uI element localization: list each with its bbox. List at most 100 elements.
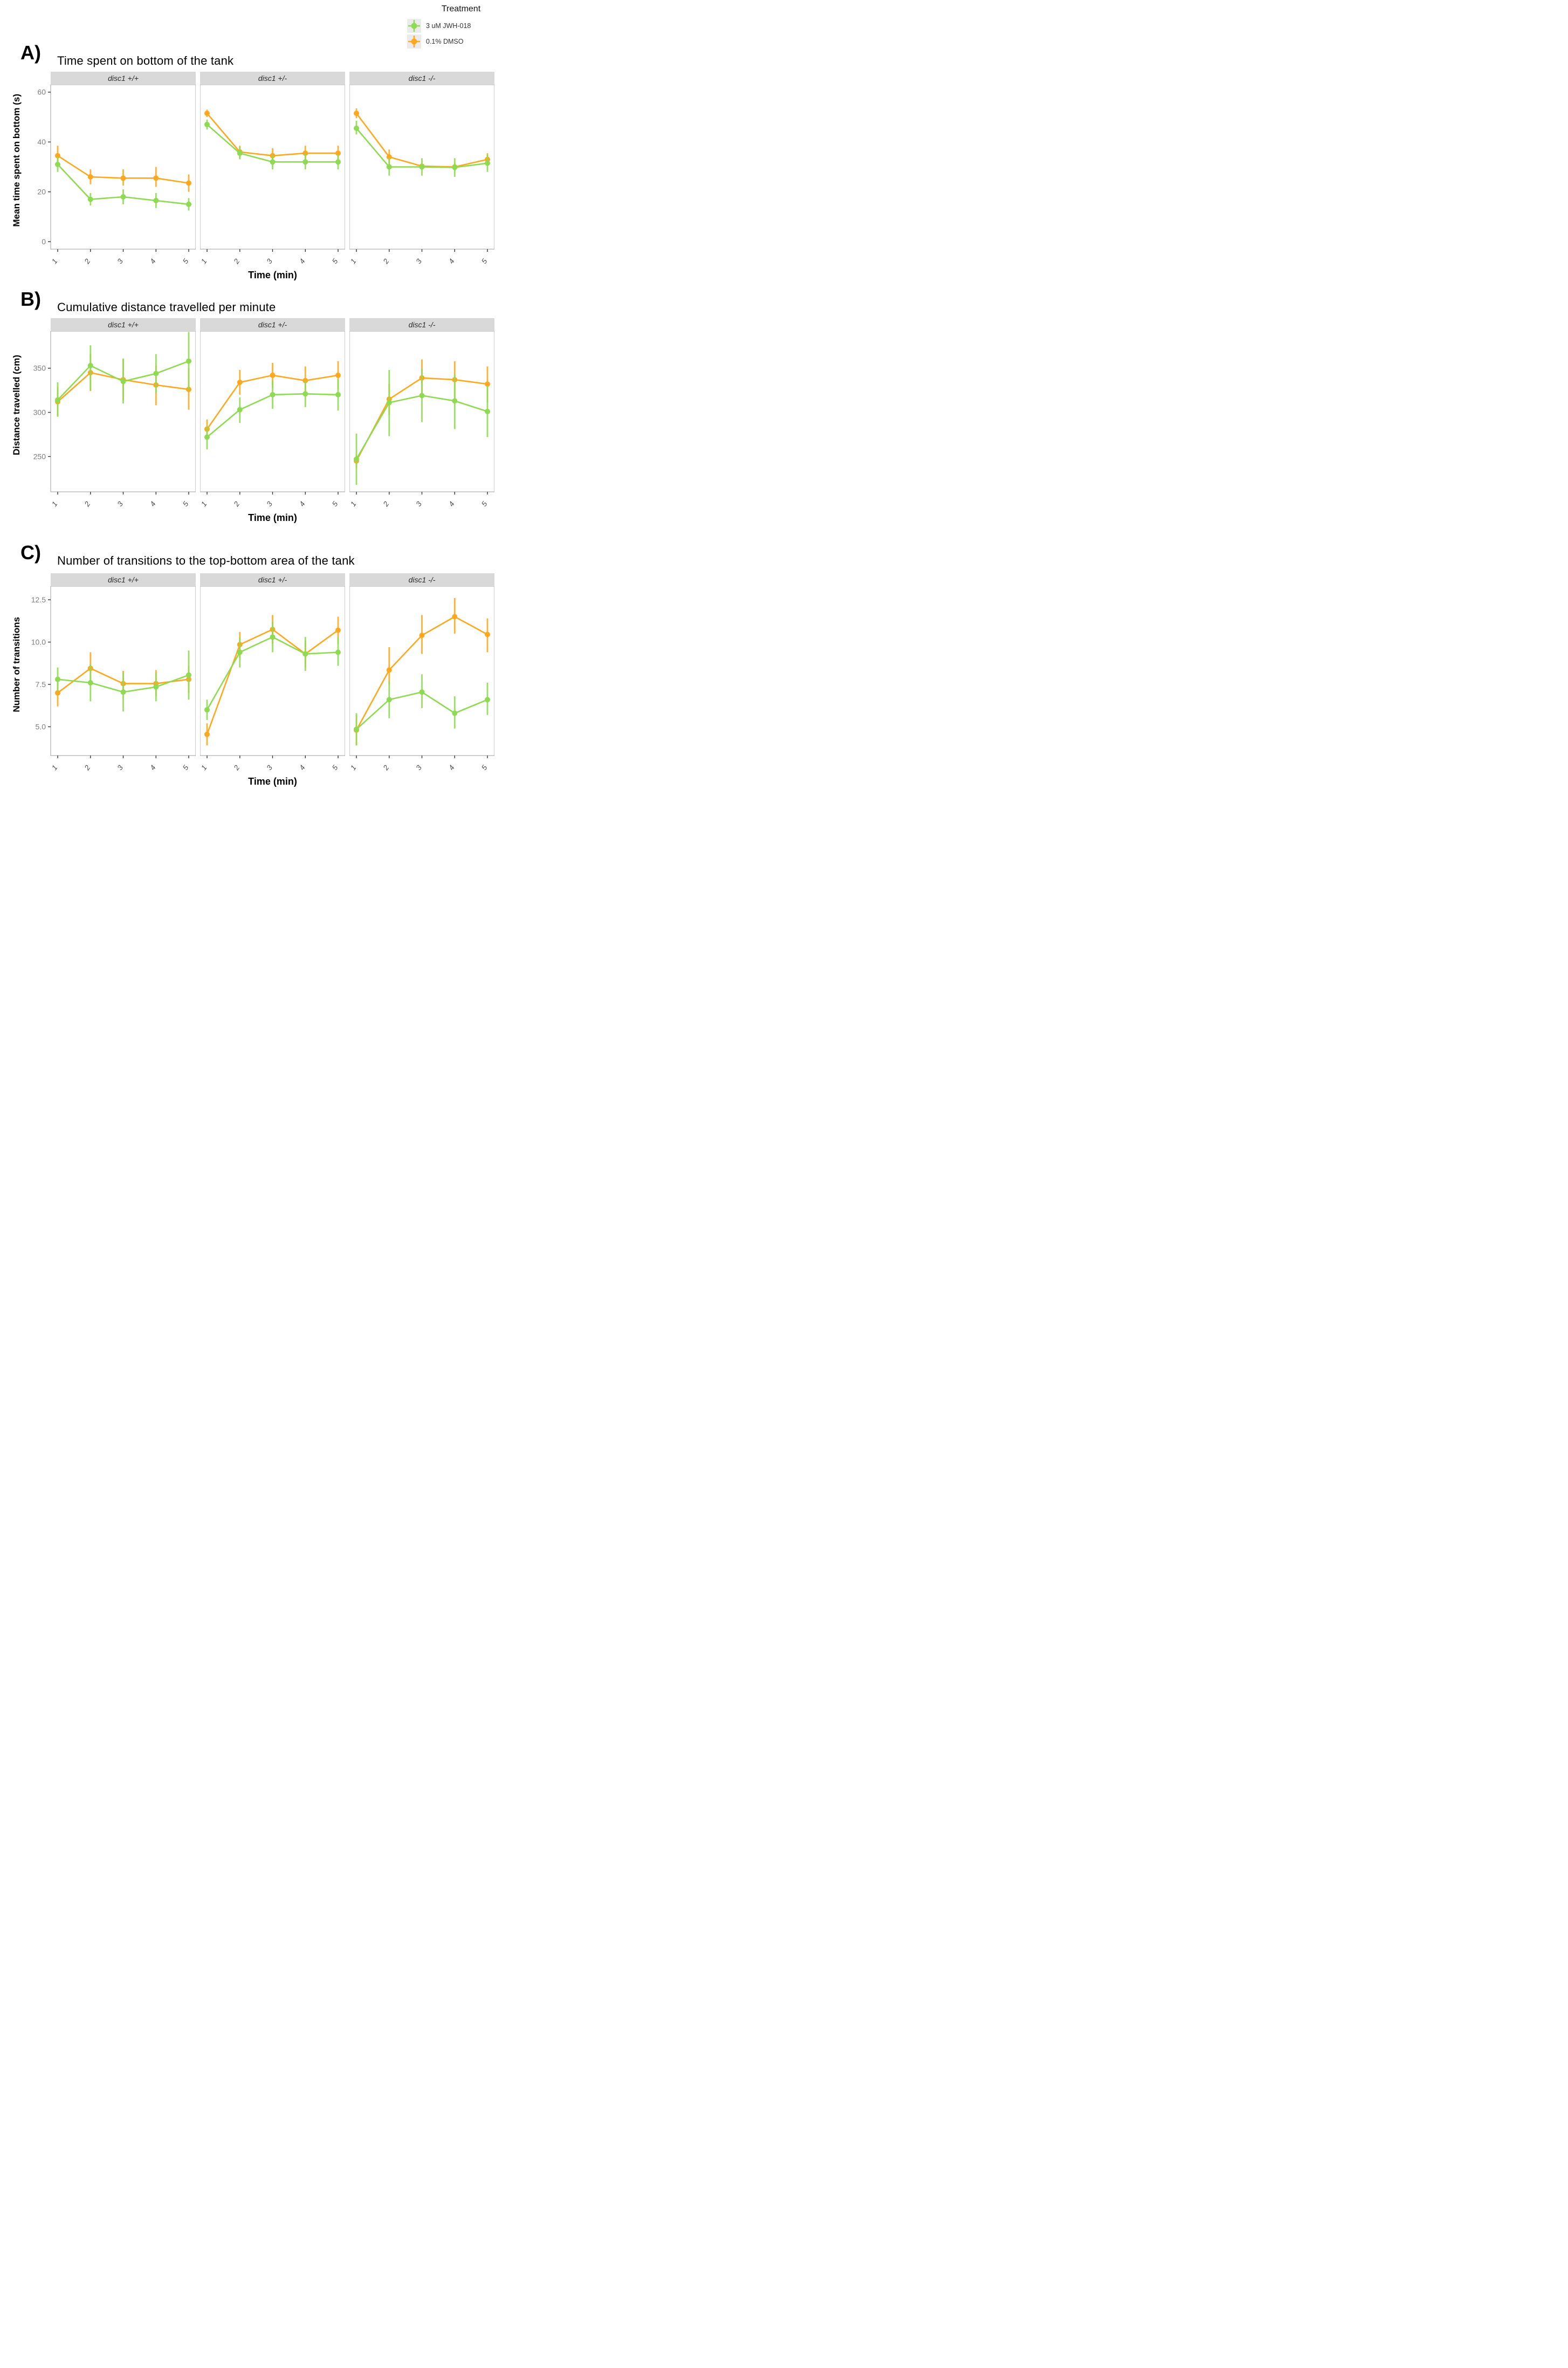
data-point — [186, 180, 191, 186]
x-tick-label: 5 — [181, 257, 190, 265]
facet-plot: 1 2 3 4 5 — [349, 586, 494, 772]
x-tick-label: 5 — [181, 500, 190, 508]
data-point — [452, 164, 458, 170]
facet-plot: 1 2 3 4 5 — [200, 331, 345, 509]
data-point — [335, 627, 341, 633]
x-tick-label: 2 — [232, 257, 241, 266]
plot-area — [349, 586, 494, 756]
data-point — [237, 649, 243, 655]
y-tick-label: 7.5 — [36, 680, 46, 689]
panel-c-head: C) Number of transitions to the top-bott… — [0, 543, 522, 569]
panel-c-label: C) — [20, 541, 41, 564]
data-point — [237, 380, 243, 385]
data-point — [485, 409, 490, 414]
facet: disc1 +/- 1 2 3 4 5 — [200, 573, 345, 774]
x-tick-label: 1 — [50, 500, 59, 508]
data-point — [120, 379, 126, 385]
data-point — [386, 164, 392, 170]
legend-point — [411, 23, 417, 29]
facet: disc1 +/- 1 2 3 4 5 — [200, 318, 345, 510]
facet-strip: disc1 +/+ — [51, 318, 196, 331]
panel-c-x-axis-title: Time (min) — [248, 776, 297, 787]
legend-title: Treatment — [441, 4, 481, 13]
x-tick-label: 1 — [349, 257, 357, 265]
facet-plot: 250 300 350 1 2 3 4 5 — [33, 331, 196, 509]
facet: disc1 +/+ 250 300 350 1 2 3 4 5 — [25, 318, 196, 510]
x-tick-label: 2 — [232, 764, 241, 772]
data-point — [485, 381, 490, 387]
facet-strip: disc1 +/+ — [51, 573, 196, 586]
x-tick-label: 3 — [265, 500, 274, 508]
data-point — [302, 651, 308, 657]
figure: Treatment 3 uM JWH-018 0.1% DMSO A) Time… — [0, 0, 522, 790]
y-tick-label: 60 — [37, 88, 46, 97]
x-tick-label: 5 — [331, 257, 340, 265]
x-tick-label: 3 — [414, 500, 423, 508]
facet-strip: disc1 +/- — [200, 72, 345, 85]
data-point — [270, 159, 276, 165]
data-point — [237, 150, 243, 156]
y-tick-label: 300 — [33, 408, 46, 416]
legend-item: 3 uM JWH-018 — [407, 19, 515, 33]
x-tick-label: 4 — [298, 257, 307, 265]
data-point — [302, 391, 308, 397]
facet: disc1 -/- 1 2 3 4 5 — [349, 72, 494, 267]
data-point — [419, 689, 425, 695]
x-tick-label: 2 — [381, 257, 390, 266]
errorbar-point-icon — [407, 35, 421, 49]
data-point — [270, 634, 276, 640]
x-tick-label: 5 — [331, 764, 340, 772]
panel-b-label: B) — [20, 288, 41, 310]
x-tick-label: 3 — [265, 764, 274, 772]
panel-c-title: Number of transitions to the top-bottom … — [57, 554, 355, 567]
data-point — [153, 370, 159, 376]
panel-b-x-axis-title: Time (min) — [248, 512, 297, 523]
facet-plot: 0 20 40 60 1 2 3 4 5 — [37, 85, 196, 266]
plot-area — [50, 85, 196, 250]
panel-c: C) Number of transitions to the top-bott… — [0, 543, 522, 787]
panel-a-y-axis-title: Mean time spent on bottom (s) — [11, 94, 22, 227]
data-point — [204, 731, 210, 737]
legend: Treatment 3 uM JWH-018 0.1% DMSO — [407, 4, 515, 50]
panel-a-body: Mean time spent on bottom (s) disc1 +/+ … — [0, 72, 522, 267]
facet-plot: 5.0 7.5 10.0 12.5 1 2 3 4 5 — [31, 586, 196, 772]
data-point — [419, 633, 425, 639]
panel-a-label: A) — [20, 42, 41, 64]
data-point — [270, 372, 276, 378]
x-tick-label: 5 — [181, 764, 190, 772]
facet-plot: 1 2 3 4 5 — [200, 586, 345, 772]
x-tick-label: 3 — [115, 764, 125, 772]
facet-strip: disc1 -/- — [349, 573, 494, 586]
x-tick-label: 1 — [50, 764, 59, 772]
data-point — [153, 684, 159, 690]
data-point — [87, 680, 93, 685]
data-point — [386, 697, 392, 703]
panel-b: B) Cumulative distance travelled per min… — [0, 290, 522, 524]
y-tick-label: 350 — [33, 364, 46, 373]
x-tick-label: 5 — [480, 764, 489, 772]
data-point — [87, 196, 93, 202]
x-tick-label: 1 — [200, 500, 208, 508]
data-point — [335, 150, 341, 156]
x-tick-label: 5 — [480, 257, 489, 265]
legend-item-label: 3 uM JWH-018 — [426, 22, 471, 30]
data-point — [419, 164, 425, 170]
x-tick-label: 5 — [480, 500, 489, 508]
data-point — [55, 161, 60, 167]
data-point — [204, 111, 210, 116]
x-tick-label: 4 — [148, 764, 157, 772]
data-point — [302, 159, 308, 165]
facet-strip: disc1 +/+ — [51, 72, 196, 85]
data-point — [204, 121, 210, 127]
x-tick-label: 4 — [447, 500, 456, 508]
data-point — [87, 174, 93, 180]
x-tick-label: 3 — [414, 764, 423, 772]
y-tick-label: 12.5 — [31, 595, 46, 604]
facet-strip: disc1 -/- — [349, 72, 494, 85]
x-tick-label: 2 — [232, 500, 241, 509]
x-tick-label: 4 — [298, 764, 307, 772]
x-tick-label: 3 — [115, 500, 125, 508]
facet-strip: disc1 -/- — [349, 318, 494, 331]
data-point — [55, 153, 60, 159]
data-point — [335, 159, 341, 165]
